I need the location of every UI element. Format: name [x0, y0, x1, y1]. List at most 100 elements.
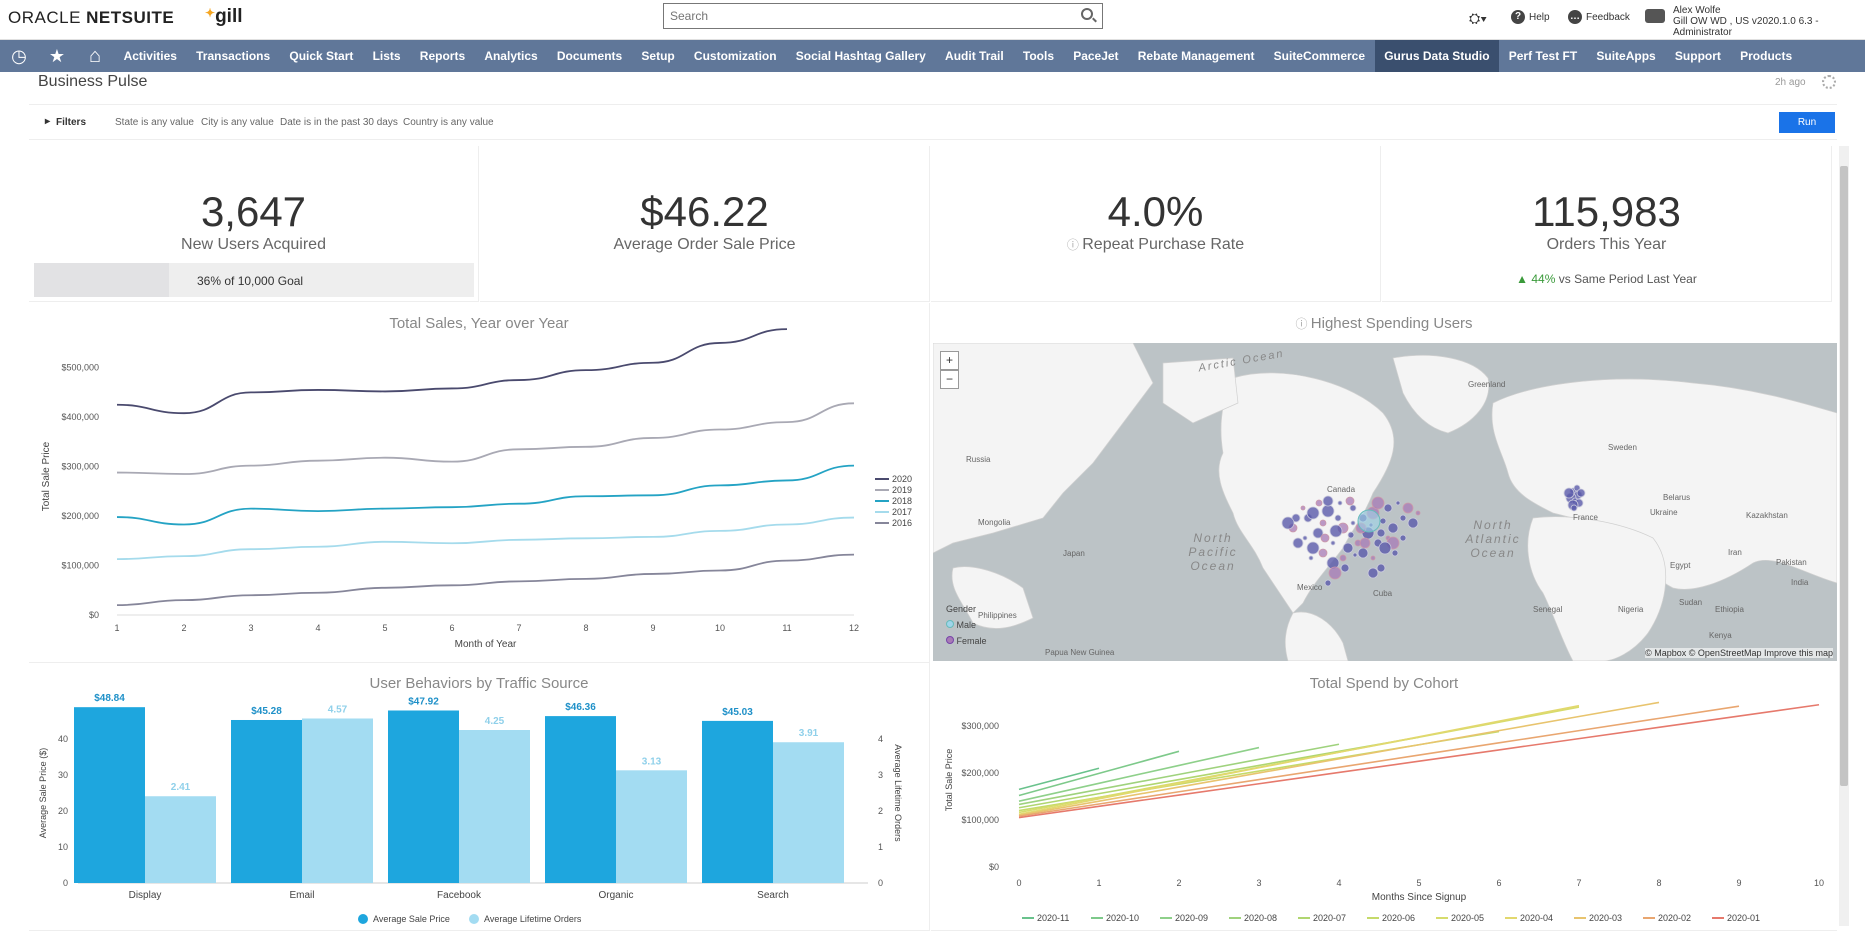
- map-bubble[interactable]: [1312, 527, 1324, 539]
- nav-item-social-hashtag-gallery[interactable]: Social Hashtag Gallery: [795, 49, 926, 63]
- map-bubble[interactable]: [1342, 542, 1354, 554]
- map-bubbles[interactable]: [1281, 484, 1586, 587]
- page-scrollbar-thumb[interactable]: [1840, 166, 1848, 786]
- nav-item-products[interactable]: Products: [1740, 49, 1793, 63]
- bar-display-avg-price[interactable]: [74, 707, 145, 883]
- map-bubble[interactable]: [1302, 535, 1308, 541]
- map-bubble[interactable]: [1337, 500, 1343, 506]
- bar-search-avg-price[interactable]: [702, 720, 773, 883]
- map-bubble[interactable]: [1570, 504, 1578, 512]
- nav-item-suiteapps[interactable]: SuiteApps: [1596, 49, 1656, 63]
- map-bubble[interactable]: [1292, 537, 1304, 549]
- series-line-2018[interactable]: [116, 464, 855, 526]
- map-bubble[interactable]: [1291, 513, 1301, 523]
- dashboard-settings-gear-icon[interactable]: [1822, 75, 1836, 89]
- map-bubble[interactable]: [1376, 563, 1386, 573]
- map-bubble[interactable]: [1300, 505, 1306, 511]
- run-button[interactable]: Run: [1779, 112, 1835, 133]
- nav-item-reports[interactable]: Reports: [419, 49, 466, 63]
- map-bubble[interactable]: [1322, 495, 1334, 507]
- legend-female[interactable]: Female: [946, 633, 987, 649]
- map-bubble[interactable]: [1576, 488, 1586, 498]
- recent-icon[interactable]: ◷: [11, 46, 27, 66]
- favorites-star-icon[interactable]: ★: [48, 46, 66, 66]
- map-bubble[interactable]: [1319, 519, 1327, 527]
- map-bubble[interactable]: [1330, 540, 1336, 546]
- series-line-2019[interactable]: [116, 402, 855, 475]
- recent-records-menu[interactable]: ⛭▾: [1469, 10, 1487, 27]
- user-menu[interactable]: Alex Wolfe Gill OW WD , US v2020.1.0 6.3…: [1645, 5, 1865, 38]
- home-icon[interactable]: ⌂: [88, 45, 102, 67]
- nav-item-pacejet[interactable]: PaceJet: [1073, 49, 1119, 63]
- nav-item-transactions[interactable]: Transactions: [196, 49, 271, 63]
- search-icon[interactable]: [1081, 8, 1093, 20]
- map-bubble[interactable]: [1395, 500, 1401, 506]
- bar-facebook-avg-price[interactable]: [388, 710, 459, 883]
- filter-bar[interactable]: Filters State is any value City is any v…: [29, 104, 1837, 140]
- cohort-line-2020-04[interactable]: [1018, 704, 1580, 816]
- map-bubble[interactable]: [1349, 504, 1357, 512]
- bar-organic-lifetime-orders[interactable]: [616, 770, 687, 883]
- nav-item-rebate-management[interactable]: Rebate Management: [1137, 49, 1255, 63]
- map-bubble[interactable]: [1399, 514, 1407, 522]
- nav-item-suitecommerce[interactable]: SuiteCommerce: [1273, 49, 1366, 63]
- nav-item-lists[interactable]: Lists: [372, 49, 401, 63]
- cohort-line-2020-09[interactable]: [1018, 746, 1260, 802]
- zoom-out-button[interactable]: −: [940, 370, 959, 389]
- filter-city[interactable]: City is any value: [201, 117, 274, 128]
- netsuite-logo[interactable]: ORACLE NETSUITE: [8, 8, 175, 27]
- filters-toggle[interactable]: Filters: [45, 116, 86, 128]
- map-bubble[interactable]: [1399, 534, 1407, 542]
- map-bubble[interactable]: [1320, 533, 1330, 543]
- map-bubble[interactable]: [1387, 522, 1399, 534]
- cohort-line-2020-08[interactable]: [1018, 743, 1340, 806]
- nav-item-support[interactable]: Support: [1674, 49, 1721, 63]
- cohort-line-2020-03[interactable]: [1018, 701, 1660, 817]
- map-bubble[interactable]: [1347, 531, 1355, 539]
- map-bubble[interactable]: [1329, 524, 1343, 538]
- map-bubble[interactable]: [1357, 547, 1369, 559]
- nav-item-setup[interactable]: Setup: [641, 49, 675, 63]
- nav-item-quick-start[interactable]: Quick Start: [289, 49, 354, 63]
- series-line-2020[interactable]: [116, 328, 788, 415]
- cohort-line-2020-01[interactable]: [1018, 703, 1820, 819]
- feedback-link[interactable]: … Feedback: [1568, 10, 1630, 24]
- map-bubble[interactable]: [1378, 541, 1392, 555]
- nav-item-analytics[interactable]: Analytics: [484, 49, 538, 63]
- map-bubble[interactable]: [1321, 504, 1335, 518]
- series-line-2016[interactable]: [116, 553, 855, 607]
- map-attribution[interactable]: © Mapbox © OpenStreetMap Improve this ma…: [1645, 648, 1833, 658]
- map-bubble[interactable]: [1376, 528, 1386, 538]
- nav-item-gurus-data-studio[interactable]: Gurus Data Studio: [1374, 40, 1500, 72]
- help-link[interactable]: ? Help: [1511, 10, 1550, 24]
- map-bubble[interactable]: [1367, 567, 1379, 579]
- nav-item-documents[interactable]: Documents: [556, 49, 623, 63]
- bar-search-lifetime-orders[interactable]: [773, 742, 844, 883]
- map-bubble[interactable]: [1563, 487, 1575, 499]
- map-bubble[interactable]: [1402, 502, 1414, 514]
- nav-item-perf-test-ft[interactable]: Perf Test FT: [1508, 49, 1578, 63]
- map-bubble[interactable]: [1339, 554, 1347, 562]
- map-bubble[interactable]: [1407, 517, 1419, 529]
- bar-organic-avg-price[interactable]: [545, 716, 616, 883]
- bar-email-avg-price[interactable]: [231, 719, 302, 883]
- bar-display-lifetime-orders[interactable]: [145, 796, 216, 883]
- map-bubble[interactable]: [1370, 555, 1376, 561]
- filter-country[interactable]: Country is any value: [403, 117, 494, 128]
- series-line-2017[interactable]: [116, 516, 855, 561]
- map-bubble[interactable]: [1340, 563, 1350, 573]
- map-bubble[interactable]: [1308, 555, 1314, 561]
- map-bubble-large[interactable]: [1357, 509, 1381, 533]
- map-bubble[interactable]: [1318, 548, 1328, 558]
- nav-item-tools[interactable]: Tools: [1022, 49, 1054, 63]
- map-bubble[interactable]: [1371, 496, 1385, 510]
- map-bubble[interactable]: [1415, 510, 1421, 516]
- map-bubble[interactable]: [1306, 541, 1320, 555]
- cohort-line-2020-10[interactable]: [1018, 750, 1180, 797]
- cohort-line-2020-02[interactable]: [1018, 705, 1740, 818]
- map-bubble[interactable]: [1383, 503, 1393, 513]
- map-bubble[interactable]: [1324, 579, 1332, 587]
- nav-item-activities[interactable]: Activities: [123, 49, 177, 63]
- nav-item-customization[interactable]: Customization: [693, 49, 777, 63]
- map-bubble[interactable]: [1345, 496, 1355, 506]
